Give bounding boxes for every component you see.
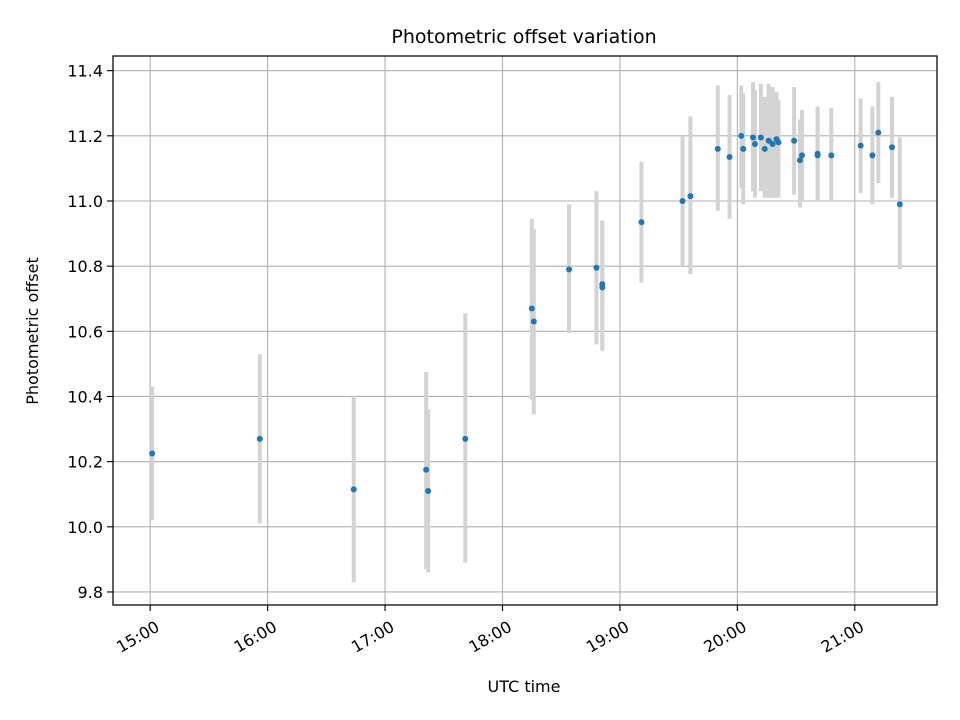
y-tick-label: 11.4 — [67, 62, 103, 81]
data-point — [350, 486, 357, 493]
data-point — [599, 281, 606, 288]
chart-title: Photometric offset variation — [391, 26, 656, 48]
data-point — [769, 140, 776, 147]
data-point — [775, 139, 782, 146]
data-point — [791, 137, 798, 144]
data-point — [751, 140, 758, 147]
y-tick-label: 10.6 — [67, 322, 103, 341]
data-point — [869, 152, 876, 159]
y-tick-label: 10.4 — [67, 387, 103, 406]
data-point — [423, 466, 430, 473]
data-points — [149, 129, 903, 494]
data-point — [875, 129, 882, 136]
data-point — [888, 144, 895, 151]
data-point — [714, 145, 721, 152]
y-tick-label: 11.0 — [67, 192, 103, 211]
data-point — [462, 435, 469, 442]
data-point — [798, 152, 805, 159]
data-point — [425, 487, 432, 494]
data-point — [757, 134, 764, 141]
data-point — [528, 305, 535, 312]
y-axis-ticks: 9.8 10.0 10.2 10.4 10.6 10.8 11.0 11.2 11.4 — [67, 62, 113, 602]
y-tick-label: 10.0 — [67, 518, 103, 537]
data-point — [726, 154, 733, 161]
data-point — [857, 142, 864, 149]
data-point — [530, 318, 537, 325]
y-tick-label: 9.8 — [78, 583, 103, 602]
grid — [113, 56, 937, 605]
y-tick-label: 11.2 — [67, 127, 103, 146]
data-point — [149, 450, 156, 457]
data-point — [828, 152, 835, 159]
y-tick-label: 10.2 — [67, 453, 103, 472]
data-point — [896, 201, 903, 208]
data-point — [687, 193, 694, 200]
data-point — [761, 145, 768, 152]
data-point — [256, 435, 263, 442]
data-point — [814, 152, 821, 159]
x-axis-label: UTC time — [488, 677, 561, 696]
y-tick-label: 10.8 — [67, 257, 103, 276]
data-point — [593, 264, 600, 271]
plot-frame — [112, 55, 938, 606]
data-point — [740, 145, 747, 152]
data-point — [738, 132, 745, 139]
data-point — [750, 134, 757, 141]
y-axis-label: Photometric offset — [23, 257, 42, 405]
data-point — [796, 157, 803, 164]
data-point — [638, 219, 645, 226]
data-point — [566, 266, 573, 273]
data-point — [679, 197, 686, 204]
